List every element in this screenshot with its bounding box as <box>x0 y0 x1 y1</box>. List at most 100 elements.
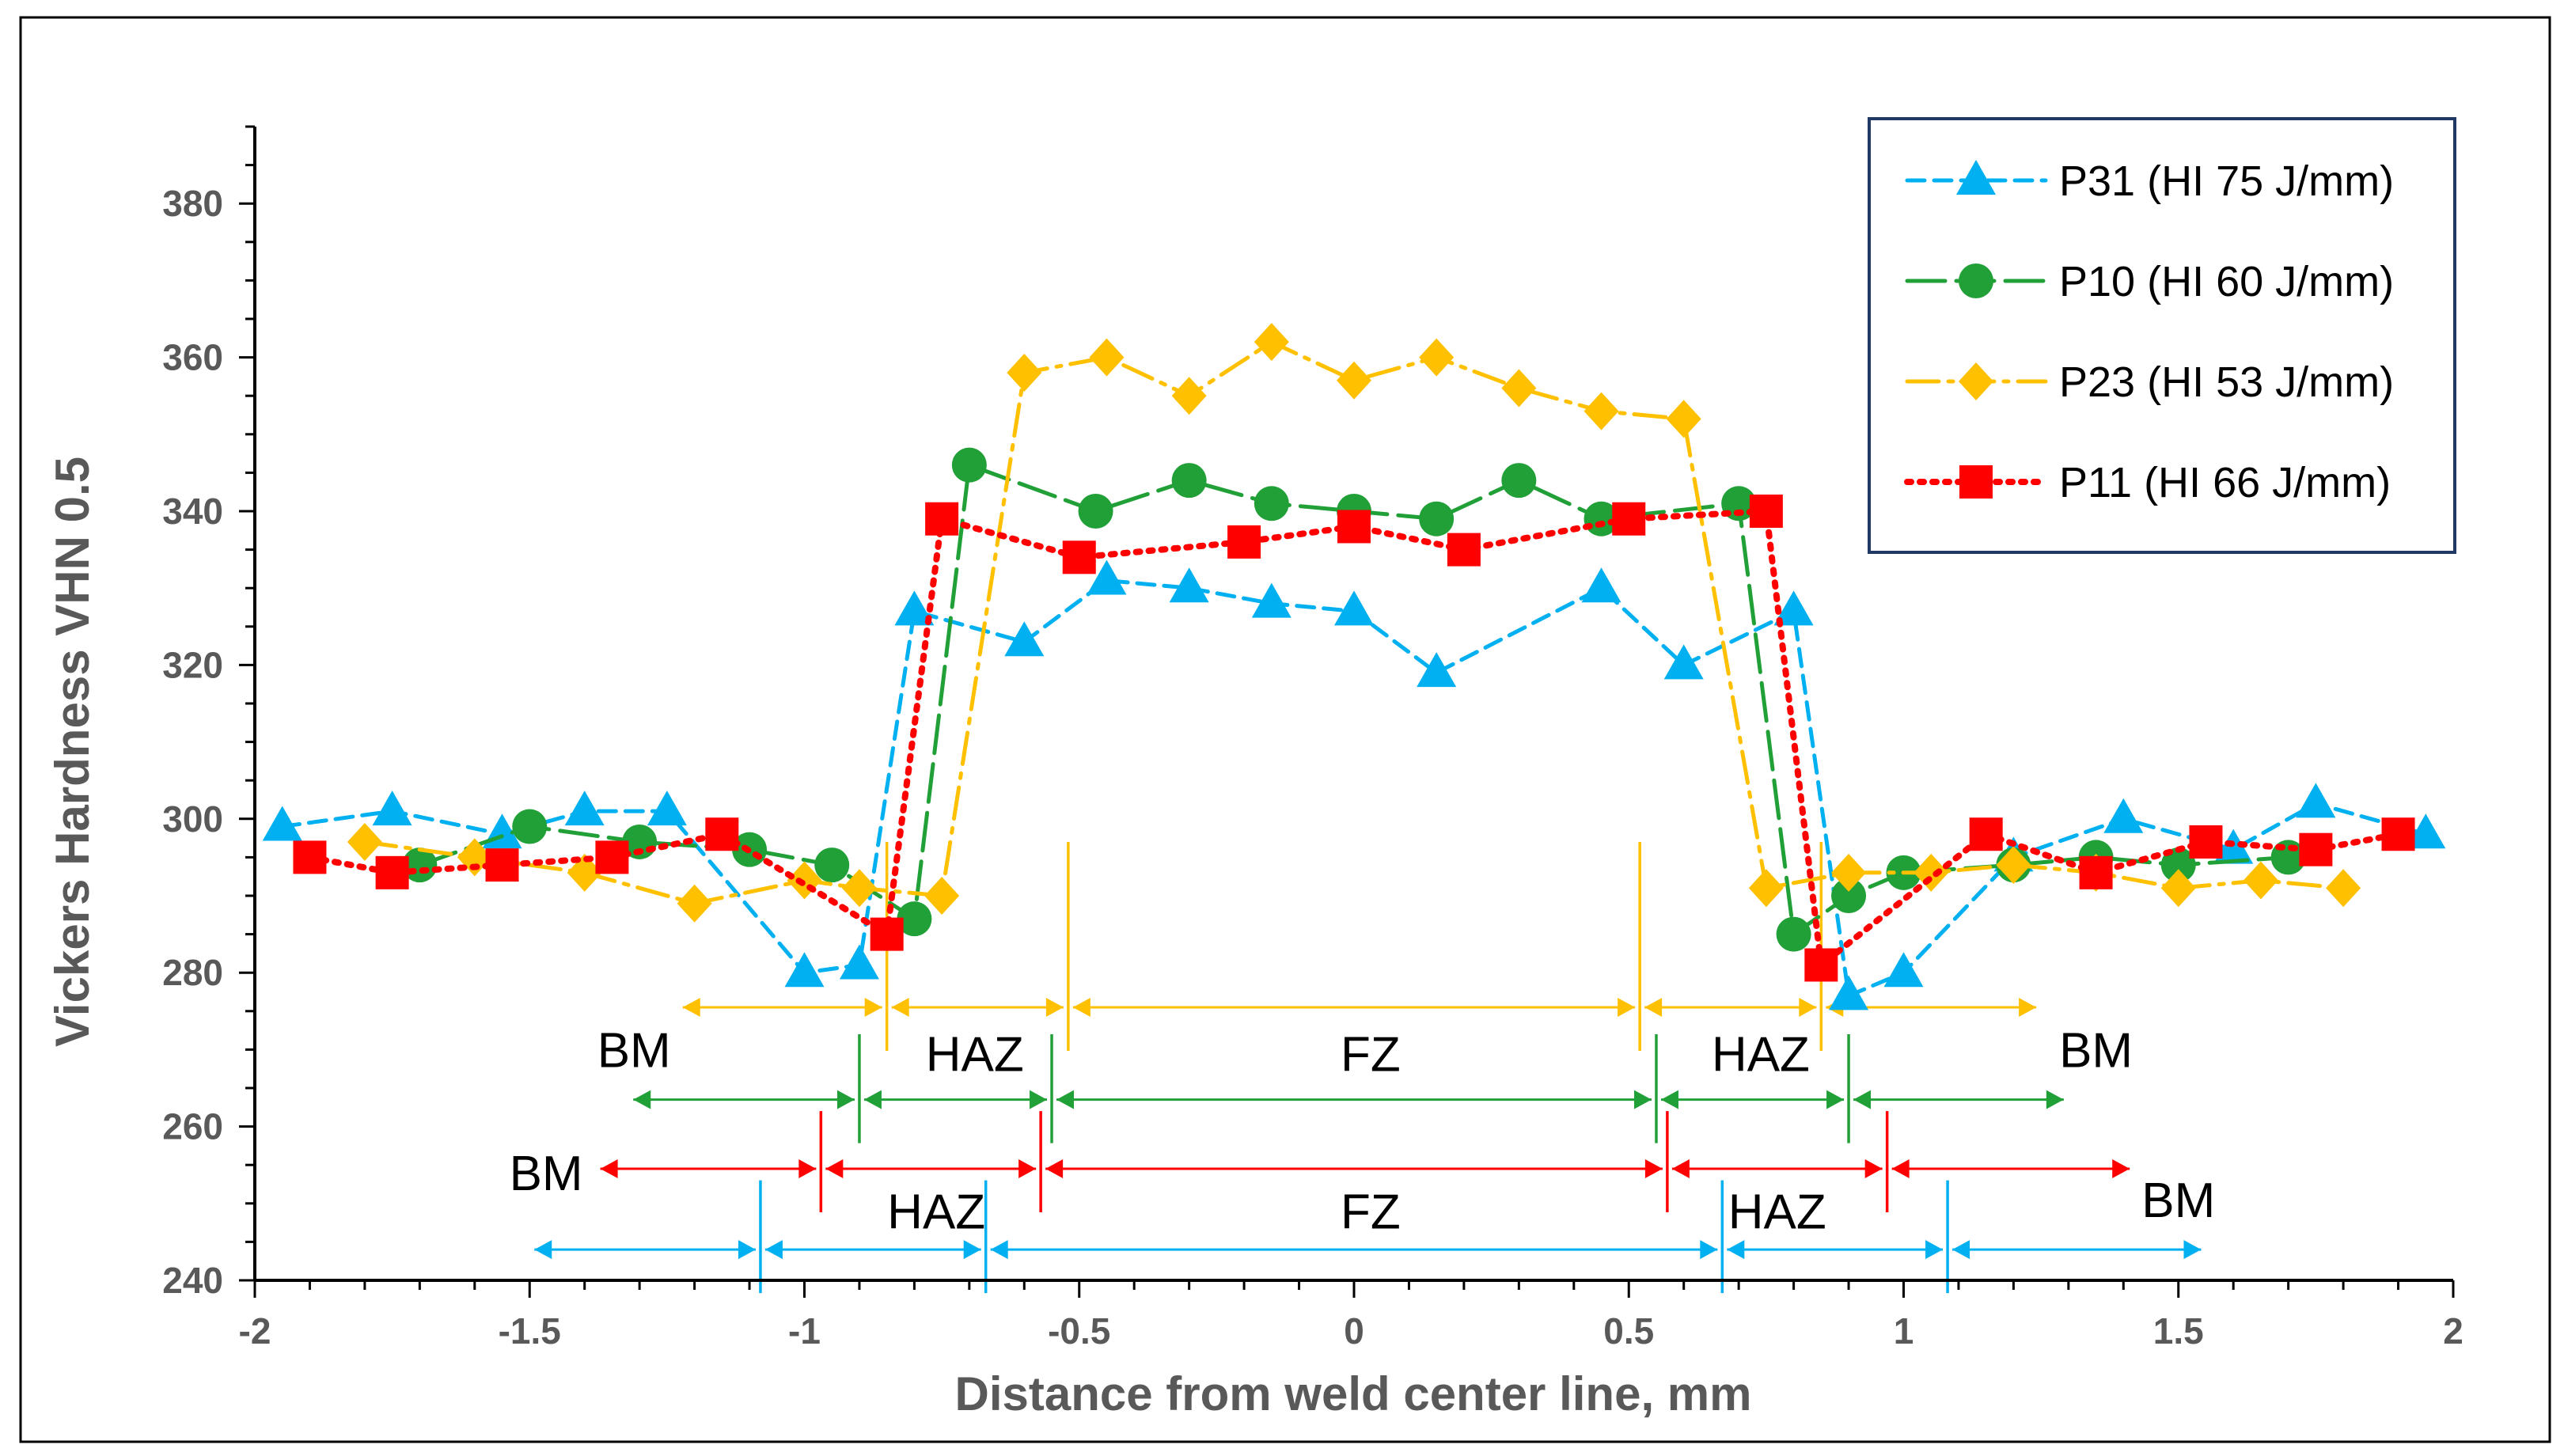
data-point <box>485 848 519 882</box>
arrow-head <box>2046 1090 2064 1109</box>
y-tick-label: 340 <box>162 491 223 532</box>
zone-marker-row <box>534 1180 2202 1294</box>
x-tick-label: 0.5 <box>1603 1310 1654 1352</box>
data-point <box>647 791 687 826</box>
arrow-head <box>863 1090 882 1109</box>
zone-label: HAZ <box>1728 1185 1826 1240</box>
data-point <box>1078 494 1113 529</box>
legend-entry: P10 (HI 60 J/mm) <box>1905 258 2394 305</box>
arrow-head <box>1633 1090 1652 1109</box>
data-point <box>1062 540 1096 574</box>
data-point <box>1584 501 1619 537</box>
arrow-head <box>2183 1240 2202 1260</box>
data-point <box>1883 952 1924 988</box>
y-axis-title: Vickers Hardness VHN 0.5 <box>46 457 99 1047</box>
legend-marker <box>1959 362 1993 400</box>
data-point <box>894 590 935 626</box>
x-tick-label: 2 <box>2443 1310 2463 1352</box>
x-tick-label: 1 <box>1894 1310 1914 1352</box>
data-point <box>2326 869 2361 908</box>
arrow-head <box>1644 1159 1663 1179</box>
zone-label: HAZ <box>926 1027 1024 1082</box>
data-point <box>1251 582 1291 618</box>
data-point <box>1501 369 1537 408</box>
data-point <box>1829 975 1869 1010</box>
x-tick-label: -1.5 <box>499 1310 561 1352</box>
data-point <box>1666 400 1701 438</box>
data-point <box>1663 644 1704 680</box>
data-point <box>1447 533 1481 567</box>
arrow-head <box>963 1240 981 1260</box>
arrow-head <box>764 1240 783 1260</box>
data-point <box>677 884 712 923</box>
data-point <box>1584 392 1619 430</box>
data-point <box>512 809 548 844</box>
zone-marker-row <box>600 1111 2130 1213</box>
data-point <box>2296 783 2336 818</box>
data-point <box>1804 948 1838 982</box>
y-tick-label: 240 <box>162 1260 223 1301</box>
arrow-head <box>633 1090 651 1109</box>
series-triangle <box>262 559 2446 1010</box>
y-tick-label: 380 <box>162 183 223 224</box>
arrow-head <box>1952 1240 1970 1260</box>
x-tick-label: 1.5 <box>2153 1310 2204 1352</box>
data-point <box>784 952 825 988</box>
data-point <box>564 791 605 826</box>
legend-marker <box>1959 264 1993 298</box>
arrow-head <box>990 1240 1008 1260</box>
legend-entry: P31 (HI 75 J/mm) <box>1905 157 2394 205</box>
data-point <box>1337 510 1371 544</box>
arrow-head <box>1618 997 1636 1017</box>
data-point <box>897 901 932 937</box>
data-point <box>1914 853 1949 892</box>
legend-label: P23 (HI 53 J/mm) <box>2059 358 2394 406</box>
data-point <box>925 502 959 536</box>
series-line <box>417 462 2291 938</box>
zone-marker-row <box>633 1033 2064 1143</box>
legend: P31 (HI 75 J/mm) P10 (HI 60 J/mm) P23 (HI … <box>1868 117 2456 554</box>
arrow-head <box>891 997 909 1017</box>
data-point <box>1417 652 1457 688</box>
arrow-head <box>1826 1090 1845 1109</box>
zone-label: BM <box>510 1147 583 1201</box>
data-point <box>2103 798 2144 833</box>
zone-label: FZ <box>1341 1185 1401 1240</box>
data-point <box>1227 525 1261 559</box>
legend-entry: P23 (HI 53 J/mm) <box>1905 358 2394 406</box>
data-point <box>1748 869 1784 908</box>
data-point <box>1089 338 1125 377</box>
arrow-head <box>738 1240 756 1260</box>
data-point <box>841 869 877 908</box>
data-point <box>1831 853 1867 892</box>
y-tick-label: 300 <box>162 798 223 840</box>
data-point <box>1337 361 1371 400</box>
legend-label: P11 (HI 66 J/mm) <box>2059 459 2391 506</box>
data-point <box>2406 813 2446 849</box>
arrow-head <box>600 1159 618 1179</box>
arrow-head <box>1072 997 1090 1017</box>
data-point <box>870 917 904 951</box>
arrow-head <box>1660 1090 1678 1109</box>
data-point <box>1749 495 1783 528</box>
data-point <box>372 791 412 826</box>
legend-marker <box>1959 465 1993 499</box>
series-layer <box>262 323 2446 1010</box>
arrow-head <box>864 997 882 1017</box>
arrow-head <box>1925 1240 1944 1260</box>
x-tick-label: 0 <box>1344 1310 1364 1352</box>
data-point <box>2079 855 2113 889</box>
arrow-head <box>1030 1090 1048 1109</box>
series-diamond <box>347 323 2361 923</box>
zone-label: BM <box>2141 1174 2215 1228</box>
data-point <box>1996 846 2031 885</box>
data-point <box>1087 559 1127 595</box>
arrow-head <box>2112 1159 2130 1179</box>
data-point <box>1419 338 1455 377</box>
data-point <box>1254 323 1289 362</box>
arrow-head <box>1018 1159 1037 1179</box>
x-tick-label: -1 <box>788 1310 821 1352</box>
data-point <box>262 806 302 841</box>
zone-label: BM <box>597 1023 671 1078</box>
